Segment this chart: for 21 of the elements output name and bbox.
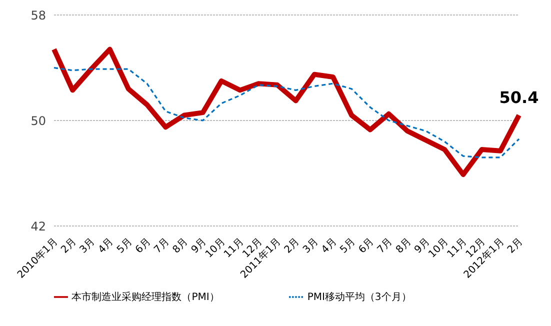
x-tick-label: 6月 [356,236,376,256]
x-tick-label: 5月 [338,236,358,256]
y-tick-label: 42 [30,219,46,234]
x-tick-label: 5月 [115,236,135,256]
x-tick-label: 2月 [506,236,526,256]
data-label: 50.4 [499,88,539,108]
x-tick-label: 8月 [394,236,414,256]
x-tick-label: 7月 [152,236,172,256]
x-tick-label: 2月 [59,236,79,256]
legend-label: PMI移动平均（3个月） [307,292,412,303]
x-tick-label: 3月 [301,236,321,256]
x-tick-label: 8月 [170,236,190,256]
y-tick-label: 58 [30,8,46,22]
x-tick-label: 7月 [376,236,395,256]
legend-label: 本市制造业采购经理指数（PMI） [72,292,220,303]
x-tick-label: 4月 [320,236,340,256]
y-tick-label: 50 [30,114,46,128]
x-tick-label: 4月 [96,236,116,256]
x-tick-label: 3月 [78,236,98,256]
x-tick-label: 6月 [134,236,154,256]
x-tick-label: 2月 [282,236,302,256]
